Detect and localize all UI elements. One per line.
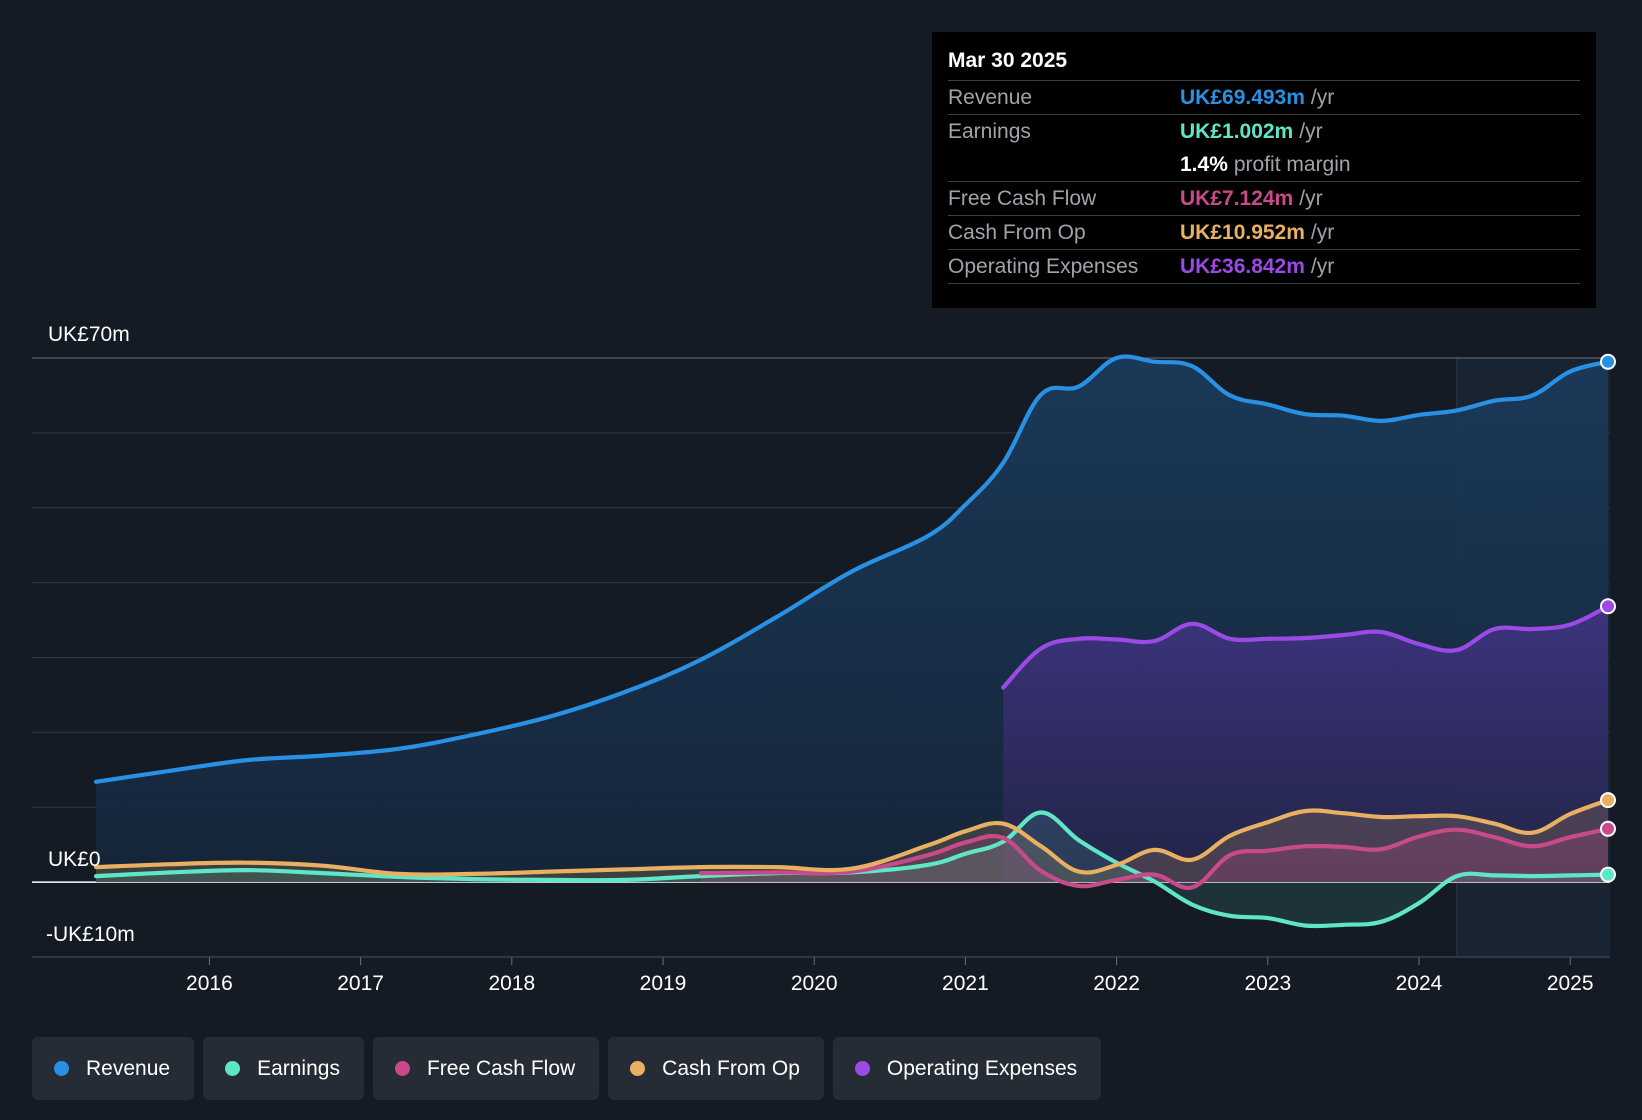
- x-axis: 2016 2017 2018 2019 2020 2021 2022 2023 2024 2025: [32, 956, 1610, 995]
- cash-from-op-line: [93, 798, 1611, 877]
- free-cash-flow-line: [698, 826, 1611, 891]
- free-cash-flow-area: [700, 828, 1608, 888]
- tooltip-label: Revenue: [948, 85, 1033, 109]
- tooltip-margin-value: 1.4%: [1180, 152, 1228, 176]
- legend-item-revenue[interactable]: Revenue: [32, 1037, 195, 1100]
- end-markers: [1600, 353, 1616, 883]
- legend-label: Revenue: [86, 1056, 171, 1080]
- legend: Revenue Earnings Free Cash Flow Cash Fro…: [32, 1037, 1102, 1100]
- tooltip-value: UK£69.493m: [1180, 85, 1305, 109]
- dot-icon: [225, 1061, 241, 1076]
- tooltip-margin-text: profit margin: [1233, 152, 1351, 176]
- tooltip-row-margin: 1.4% profit margin: [948, 148, 1580, 181]
- tooltip-label: Free Cash Flow: [948, 186, 1097, 210]
- tooltip-unit: /yr: [1299, 186, 1323, 210]
- x-tick-label: 2021: [942, 972, 989, 995]
- series-areas: [96, 356, 1608, 927]
- x-tick-label: 2019: [640, 972, 687, 995]
- earnings-line: [93, 810, 1611, 929]
- tooltip-row-revenue: Revenue UK£69.493m /yr: [948, 80, 1580, 114]
- series-lines: [93, 354, 1611, 929]
- tooltip-row-fcf: Free Cash Flow UK£7.124m /yr: [948, 181, 1580, 215]
- dot-icon: [54, 1061, 69, 1076]
- revenue-end-point: [1600, 353, 1616, 370]
- revenue-line: [93, 354, 1611, 784]
- tooltip-value: UK£36.842m: [1180, 254, 1305, 278]
- tooltip-row-cfo: Cash From Op UK£10.952m /yr: [948, 215, 1580, 249]
- y-label-zero: UK£0: [48, 848, 101, 871]
- legend-label: Earnings: [257, 1056, 340, 1080]
- legend-label: Operating Expenses: [886, 1056, 1078, 1080]
- x-tick-label: 2024: [1396, 972, 1443, 995]
- tooltip-row-opex: Operating Expenses UK£36.842m /yr: [948, 249, 1580, 284]
- tooltip-value: UK£7.124m: [1180, 186, 1294, 210]
- tooltip-value: UK£1.002m: [1180, 119, 1294, 143]
- dot-icon: [854, 1061, 870, 1076]
- x-tick-label: 2022: [1093, 972, 1140, 995]
- tooltip-unit: /yr: [1310, 220, 1335, 244]
- tooltip-label: Earnings: [948, 119, 1031, 143]
- legend-label: Free Cash Flow: [426, 1056, 576, 1080]
- y-label-bottom: -UK£10m: [46, 923, 135, 946]
- legend-item-cash-from-op[interactable]: Cash From Op: [608, 1037, 824, 1100]
- legend-item-earnings[interactable]: Earnings: [203, 1037, 364, 1100]
- cash-from-op-end-point: [1600, 792, 1616, 809]
- y-label-top: UK£70m: [48, 323, 130, 346]
- tooltip-label: Cash From Op: [948, 220, 1086, 244]
- legend-item-operating-expenses[interactable]: Operating Expenses: [832, 1037, 1102, 1100]
- tooltip-row-earnings: Earnings UK£1.002m /yr: [948, 114, 1580, 148]
- operating-expenses-area: [1003, 606, 1608, 883]
- tooltip-unit: /yr: [1310, 85, 1335, 109]
- tooltip: Mar 30 2025 Revenue UK£69.493m /yr Earni…: [932, 32, 1596, 308]
- dot-icon: [394, 1061, 410, 1076]
- earnings-area: [96, 812, 1608, 927]
- x-tick-label: 2023: [1244, 972, 1291, 995]
- tooltip-label: Operating Expenses: [948, 254, 1139, 278]
- cash-from-op-area: [96, 800, 1608, 883]
- x-tick-label: 2016: [186, 972, 233, 995]
- legend-label: Cash From Op: [662, 1056, 800, 1080]
- earnings-end-point: [1600, 866, 1616, 883]
- tooltip-date: Mar 30 2025: [948, 49, 1068, 72]
- x-tick-label: 2025: [1547, 972, 1594, 995]
- tooltip-value: UK£10.952m: [1180, 220, 1305, 244]
- operating-expenses-end-point: [1600, 598, 1616, 615]
- x-tick-label: 2018: [488, 972, 535, 995]
- x-tick-label: 2020: [791, 972, 838, 995]
- tooltip-unit: /yr: [1310, 254, 1335, 278]
- free-cash-flow-end-point: [1600, 820, 1616, 837]
- operating-expenses-line: [1001, 604, 1611, 690]
- x-tick-label: 2017: [337, 972, 384, 995]
- tooltip-unit: /yr: [1299, 119, 1323, 143]
- dot-icon: [630, 1061, 646, 1076]
- legend-item-free-cash-flow[interactable]: Free Cash Flow: [372, 1037, 600, 1100]
